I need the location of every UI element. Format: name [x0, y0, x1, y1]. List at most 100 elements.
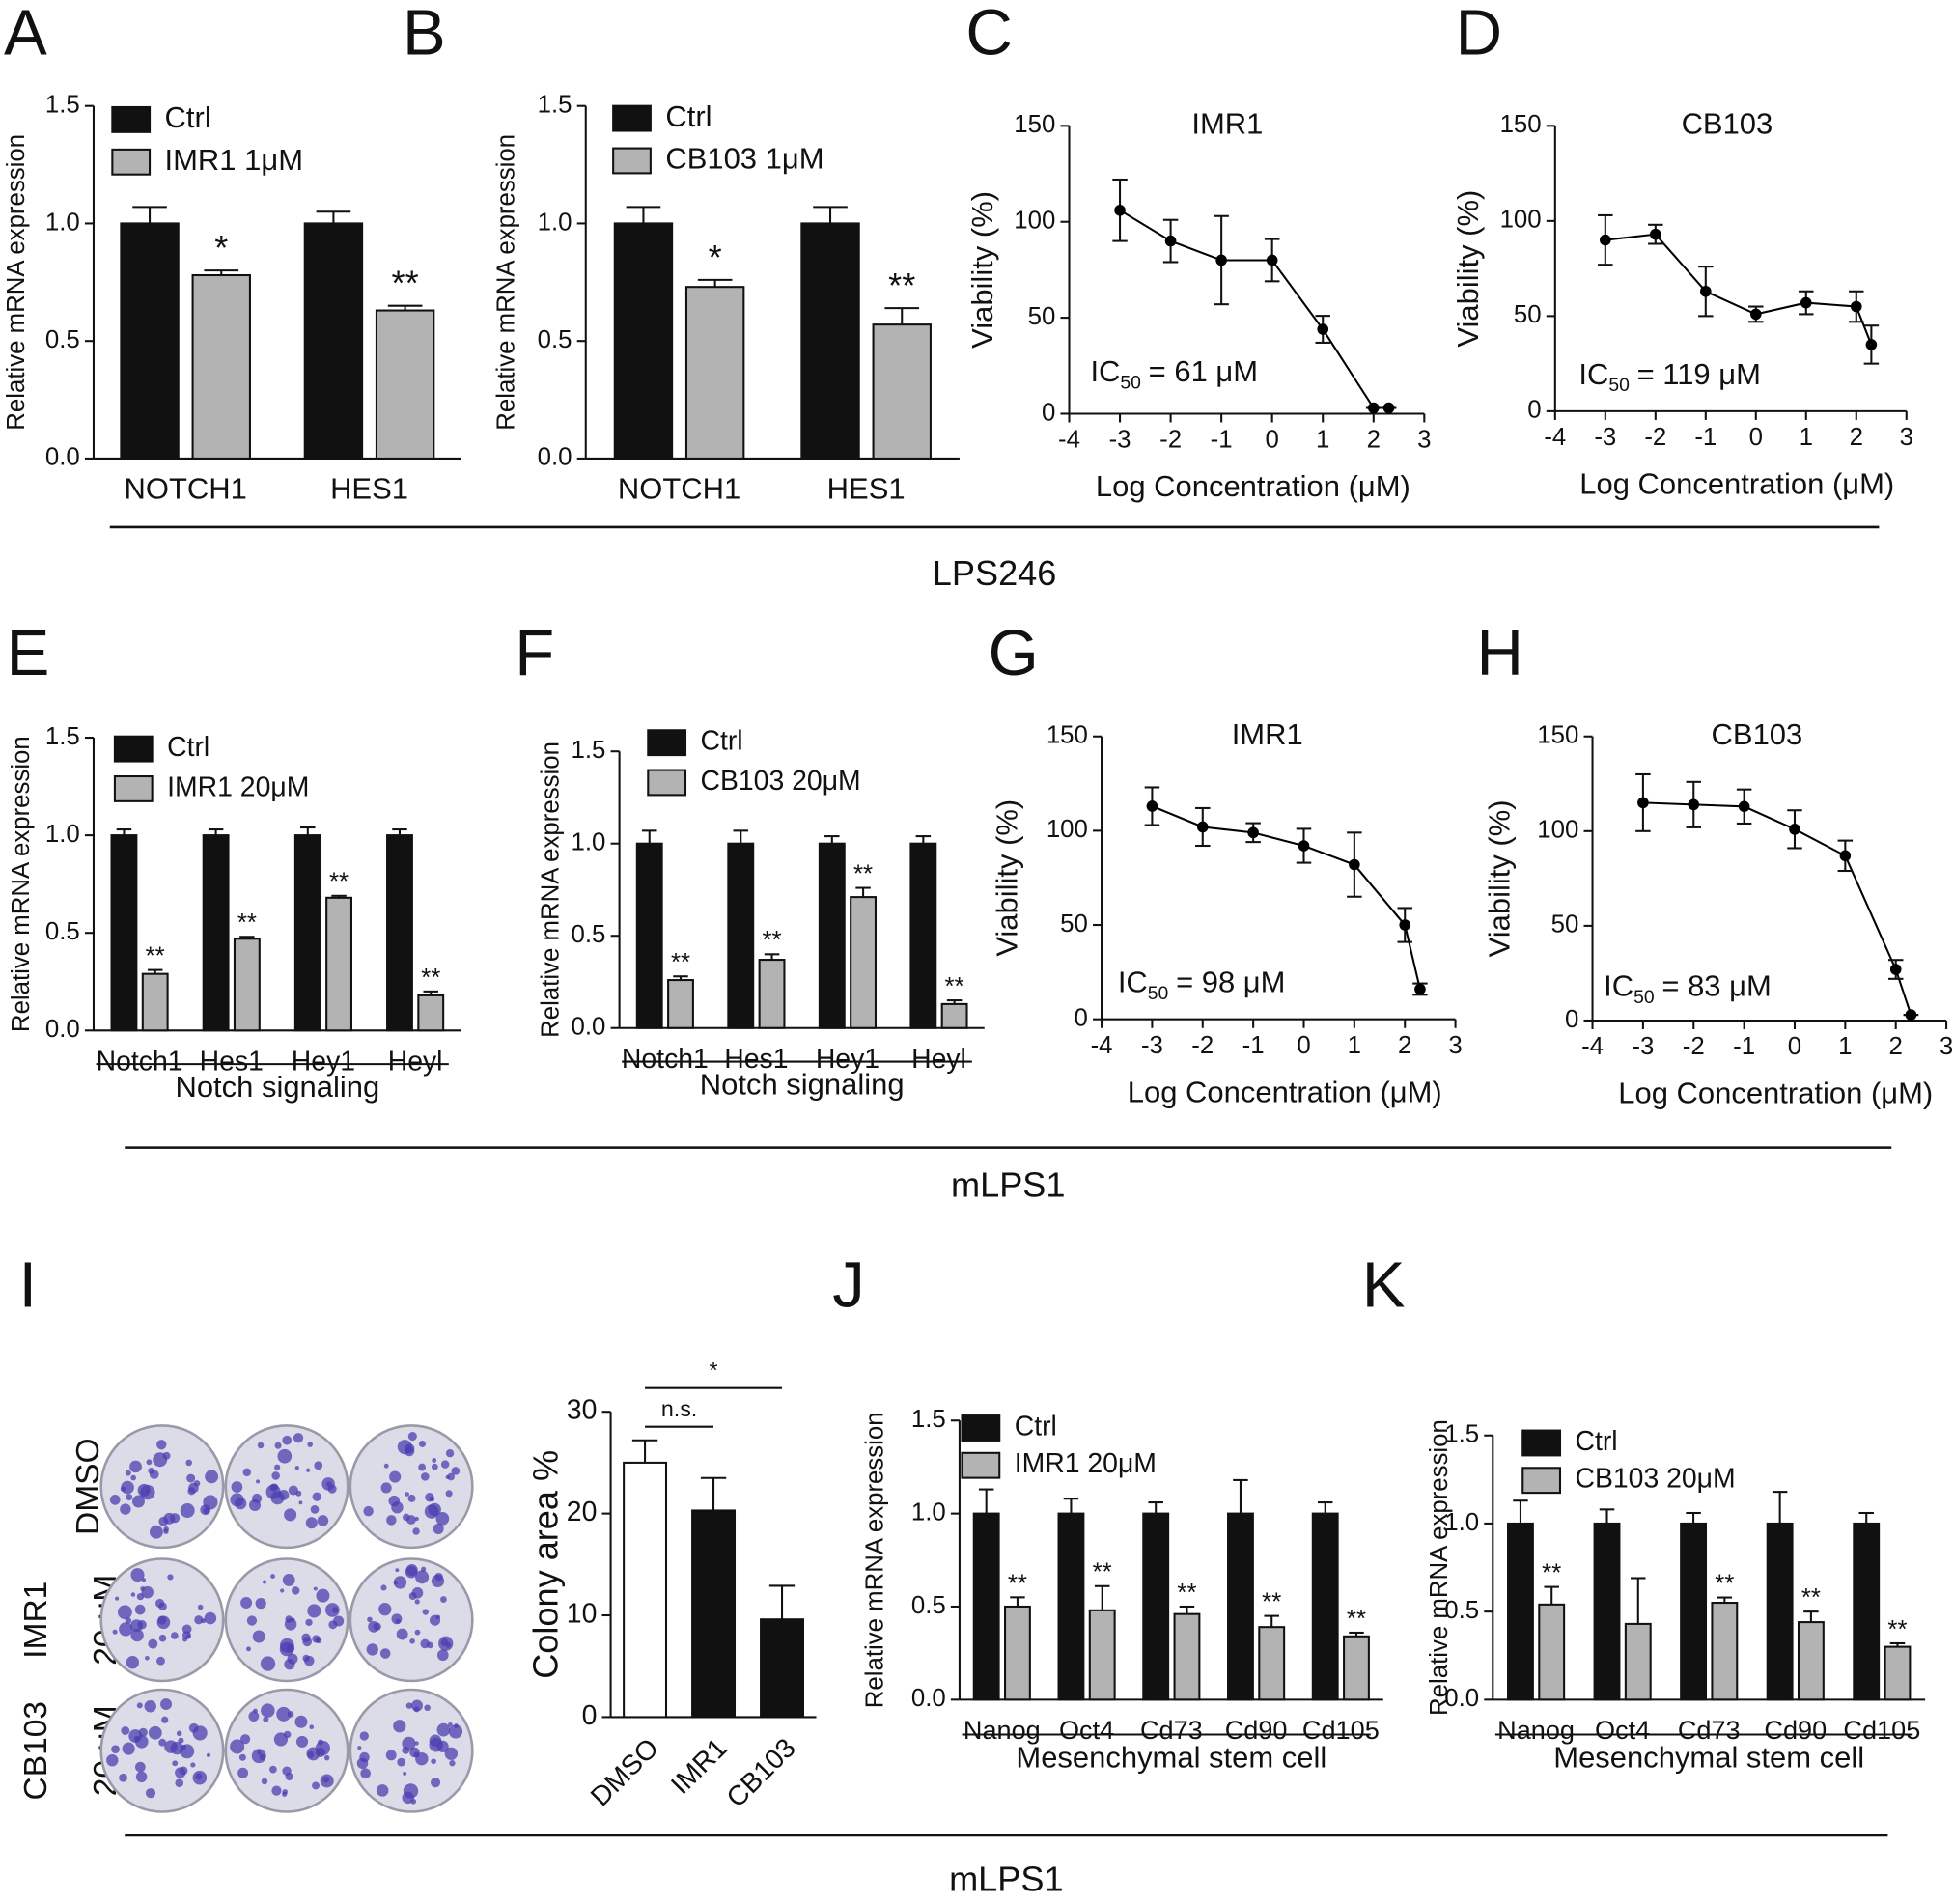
x-tick-label: -4 [1544, 424, 1566, 451]
colony [203, 1495, 218, 1510]
y-tick-label: 50 [1514, 301, 1542, 328]
x-tick-label: Hes1 [200, 1046, 264, 1077]
colony [240, 1597, 253, 1609]
y-axis-label: Colony area % [526, 1450, 566, 1679]
colony [119, 1773, 127, 1782]
colony [192, 1770, 208, 1785]
colony [178, 1737, 184, 1744]
y-tick-label: 100 [1047, 816, 1088, 843]
colony [132, 1495, 145, 1508]
colony [410, 1798, 417, 1805]
significance: ** [392, 264, 419, 303]
bar [1258, 1626, 1286, 1701]
colony [309, 1724, 315, 1730]
colony [109, 1495, 121, 1505]
x-tick-label: HES1 [827, 472, 906, 506]
colony [378, 1603, 392, 1616]
colony [424, 1504, 439, 1519]
y-axis-label: Viability (%) [1483, 799, 1517, 957]
x-tick-label: 1 [1316, 427, 1329, 454]
ic50-subscript: 50 [1148, 983, 1169, 1004]
x-tick-label: 0 [1297, 1032, 1310, 1059]
colony [265, 1484, 281, 1499]
group-label: Mesenchymal stem cell [1016, 1740, 1326, 1774]
colony [429, 1734, 442, 1748]
ic50-subscript: 50 [1608, 375, 1630, 396]
colony [259, 1753, 266, 1761]
colony [391, 1501, 404, 1514]
colony [445, 1490, 453, 1498]
colony [276, 1706, 292, 1722]
point [1839, 850, 1852, 862]
bar [727, 842, 755, 1029]
x-tick-label: 0 [1749, 424, 1763, 451]
bar [760, 1618, 804, 1719]
x-tick-label: -3 [1594, 424, 1616, 451]
y-tick-label: 150 [1014, 111, 1055, 138]
bar [303, 222, 364, 460]
group-label: Notch signaling [175, 1070, 379, 1104]
y-tick-label: 1.5 [538, 92, 572, 119]
bar [1797, 1621, 1825, 1701]
y-tick-label: 1.0 [572, 829, 606, 856]
y-tick-label: 1.0 [538, 209, 572, 236]
x-tick-label: -3 [1141, 1032, 1163, 1059]
colony [386, 1515, 397, 1526]
significance: ** [671, 949, 690, 976]
legend-label: Ctrl [167, 732, 209, 763]
colony [274, 1442, 282, 1449]
x-tick-label: 3 [1417, 427, 1431, 454]
y-tick-label: 150 [1047, 722, 1088, 749]
y-tick-label: 1.5 [45, 723, 80, 750]
bar [293, 834, 321, 1032]
x-tick-label: Cd90 [1764, 1715, 1827, 1745]
colony [240, 1734, 251, 1745]
y-tick-label: 0.5 [538, 326, 572, 353]
legend-label: IMR1 20μM [1015, 1448, 1157, 1479]
colony [285, 1615, 293, 1623]
colony [307, 1442, 313, 1447]
colony [278, 1490, 290, 1500]
legend-swatch [111, 105, 152, 133]
panel-letter: H [1477, 617, 1523, 689]
point [1399, 919, 1411, 931]
x-tick-label: Oct4 [1595, 1715, 1650, 1745]
colony [445, 1642, 452, 1648]
colony [367, 1616, 373, 1623]
y-tick-label: 50 [1551, 911, 1579, 938]
point [1114, 204, 1126, 216]
bar [417, 994, 445, 1032]
colony [356, 1757, 369, 1770]
colony [172, 1760, 179, 1767]
x-tick-label: -2 [1191, 1032, 1214, 1059]
colony [444, 1747, 459, 1760]
significance: * [709, 238, 722, 277]
ic50-text: IC [1090, 354, 1120, 388]
colony [379, 1648, 391, 1659]
y-tick-label: 100 [1537, 817, 1578, 844]
bar [1142, 1512, 1170, 1701]
bar [818, 842, 846, 1029]
ic50-value: = 119 μM [1637, 357, 1761, 391]
x-tick-label: -2 [1683, 1033, 1705, 1060]
colony [431, 1758, 436, 1765]
colony [120, 1503, 131, 1515]
y-tick-label: 1.5 [572, 737, 606, 764]
point [1699, 285, 1712, 297]
colony [274, 1464, 281, 1470]
significance: ** [945, 973, 964, 1000]
point [1889, 964, 1902, 975]
bar [1088, 1609, 1116, 1701]
x-tick-label: NOTCH1 [618, 472, 740, 506]
colony [376, 1784, 389, 1797]
colony [302, 1637, 313, 1647]
x-tick-label: 3 [1900, 424, 1913, 451]
colony [260, 1656, 276, 1671]
colony [403, 1513, 410, 1522]
colony [411, 1699, 423, 1712]
colony [148, 1638, 158, 1649]
colony [256, 1479, 261, 1484]
panel-letter: E [7, 617, 50, 689]
x-tick-label: -3 [1632, 1033, 1654, 1060]
colony [307, 1604, 321, 1618]
